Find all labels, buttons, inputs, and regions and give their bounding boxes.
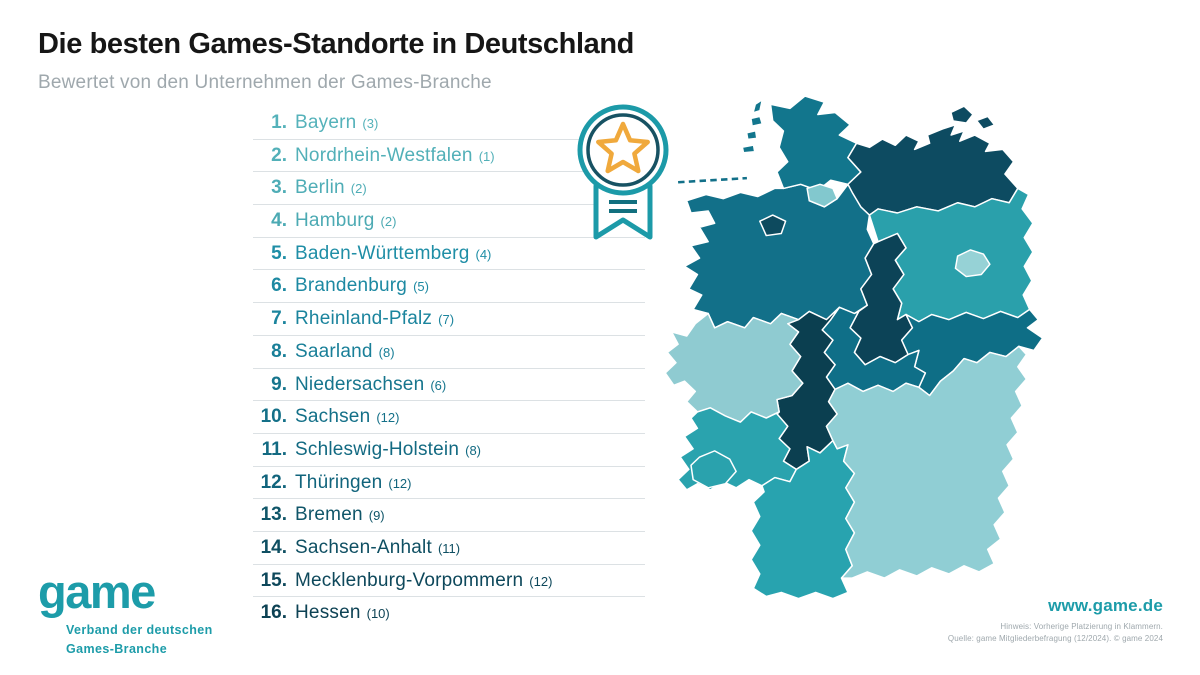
map-state-BY: Bayern (1)	[825, 345, 1028, 579]
ranking-row-SN: 10. Sachsen (12)	[253, 401, 645, 434]
ranking-row-HE: 16. Hessen (10)	[253, 597, 645, 630]
page-title: Die besten Games-Standorte in Deutschlan…	[38, 28, 634, 60]
ranking-row-HH: 4. Hamburg (2)	[253, 205, 645, 238]
rank-number: 2.	[271, 144, 287, 166]
rank-number: 16.	[260, 602, 287, 624]
rank-number: 1.	[271, 112, 287, 133]
ranking-row-RP: 7. Rheinland-Pfalz (7)	[253, 303, 645, 336]
state-name: Saarland	[295, 340, 373, 362]
previous-rank: (5)	[413, 279, 429, 295]
note-source: Quelle: game Mitgliederbefragung (12/202…	[947, 634, 1163, 643]
ranking-row-BY: 1. Bayern (3)	[253, 107, 645, 140]
game-logo-tagline: Verband der deutschen Games-Branche	[66, 621, 213, 659]
previous-rank: (2)	[380, 214, 397, 230]
state-name: Rheinland-Pfalz	[295, 308, 433, 330]
state-name: Niedersachsen	[295, 373, 425, 395]
rank-number: 13.	[260, 504, 287, 526]
rank-number: 9.	[271, 373, 287, 395]
map-state-SH: Schleswig-Holstein (11)	[769, 95, 862, 192]
ranking-row-HB: 13. Bremen (9)	[253, 499, 645, 532]
previous-rank: (11)	[437, 540, 461, 556]
state-name: Thüringen	[295, 471, 383, 493]
ranking-row-TH: 12. Thüringen (12)	[253, 467, 645, 500]
ranking-row-BB: 6. Brandenburg (5)	[253, 270, 645, 304]
germany-map-svg: Niedersachsen (9)Schleswig-Holstein (11)…	[664, 95, 1044, 600]
island-foehr	[750, 115, 763, 127]
state-name: Bayern	[295, 112, 357, 133]
map-state-HH: Hamburg (4)	[806, 183, 838, 208]
previous-rank: (9)	[368, 508, 385, 524]
ranking-list: 1. Bayern (3) 2. Nordrhein-Westfalen (1)…	[253, 107, 645, 630]
game-logo-wordmark: game	[38, 565, 156, 618]
ranking-row-MV: 15. Mecklenburg-Vorpommern (12)	[253, 565, 645, 598]
map-state-SL: Saarland (8)	[690, 450, 737, 489]
game-logo: game Verband der deutschen Games-Branche	[38, 568, 213, 659]
state-name: Nordrhein-Westfalen	[295, 144, 473, 166]
rank-number: 10.	[260, 406, 287, 428]
rank-number: 15.	[260, 569, 287, 591]
ranking-row-BW: 5. Baden-Württemberg (4)	[253, 238, 645, 271]
island-ruegen	[950, 105, 974, 124]
state-name: Baden-Württemberg	[295, 242, 470, 264]
map-state-BE: Berlin (3)	[954, 249, 991, 278]
island-sylt	[752, 99, 763, 114]
star-icon	[596, 121, 650, 174]
previous-rank: (3)	[362, 116, 379, 131]
ranking-row-ST: 14. Sachsen-Anhalt (11)	[253, 532, 645, 565]
state-name: Berlin	[295, 177, 345, 199]
rank-number: 14.	[260, 536, 287, 558]
state-name: Mecklenburg-Vorpommern	[295, 569, 524, 591]
previous-rank: (1)	[478, 148, 495, 164]
ranking-row-SL: 8. Saarland (8)	[253, 336, 645, 369]
rank-number: 11.	[261, 438, 287, 460]
state-name: Sachsen-Anhalt	[295, 536, 432, 558]
previous-rank: (2)	[350, 181, 367, 197]
rank-number: 7.	[271, 308, 287, 330]
rank-number: 5.	[271, 242, 287, 264]
rank-number: 4.	[271, 210, 287, 232]
island-nordstrand	[741, 144, 756, 154]
previous-rank: (12)	[388, 475, 412, 491]
note-hint: Hinweis: Vorherige Platzierung in Klamme…	[1000, 622, 1163, 631]
state-name: Hamburg	[295, 210, 375, 232]
rank-number: 6.	[271, 275, 287, 297]
ranking-row-BE: 3. Berlin (2)	[253, 172, 645, 206]
map-state-NI: Niedersachsen (9)	[683, 183, 875, 329]
state-name: Sachsen	[295, 406, 371, 428]
previous-rank: (12)	[529, 573, 553, 589]
tagline-line-2: Games-Branche	[66, 641, 168, 656]
state-name: Bremen	[295, 504, 363, 526]
island-ruegen-2	[976, 115, 996, 130]
rank-number: 12.	[260, 471, 287, 493]
previous-rank: (8)	[465, 442, 481, 458]
previous-rank: (10)	[366, 606, 390, 622]
page-subtitle: Bewertet von den Unternehmen der Games-B…	[38, 72, 492, 93]
rank-number: 8.	[271, 340, 287, 362]
previous-rank: (8)	[378, 344, 395, 360]
tagline-line-1: Verband der deutschen	[66, 623, 213, 637]
previous-rank: (6)	[430, 377, 447, 393]
state-name: Hessen	[295, 602, 361, 624]
east-frisian-islands	[678, 176, 747, 184]
rank-number: 3.	[271, 177, 287, 199]
previous-rank: (12)	[376, 410, 400, 426]
state-name: Brandenburg	[295, 275, 408, 297]
ranking-row-NW: 2. Nordrhein-Westfalen (1)	[253, 140, 645, 173]
award-medal-svg	[577, 104, 669, 240]
award-medal-icon	[575, 96, 671, 246]
state-name: Schleswig-Holstein	[295, 438, 460, 460]
island-pellworm	[746, 130, 758, 140]
previous-rank: (4)	[475, 246, 492, 262]
source-note: Hinweis: Vorherige Platzierung in Klamme…	[948, 621, 1163, 645]
germany-map: Niedersachsen (9)Schleswig-Holstein (11)…	[648, 92, 1078, 617]
map-state-HB: Bremen (13)	[759, 214, 787, 237]
ranking-row-NI: 9. Niedersachsen (6)	[253, 369, 645, 402]
ranking-row-SH: 11. Schleswig-Holstein (8)	[253, 434, 645, 467]
previous-rank: (7)	[438, 312, 455, 328]
website-url: www.game.de	[1048, 596, 1163, 615]
